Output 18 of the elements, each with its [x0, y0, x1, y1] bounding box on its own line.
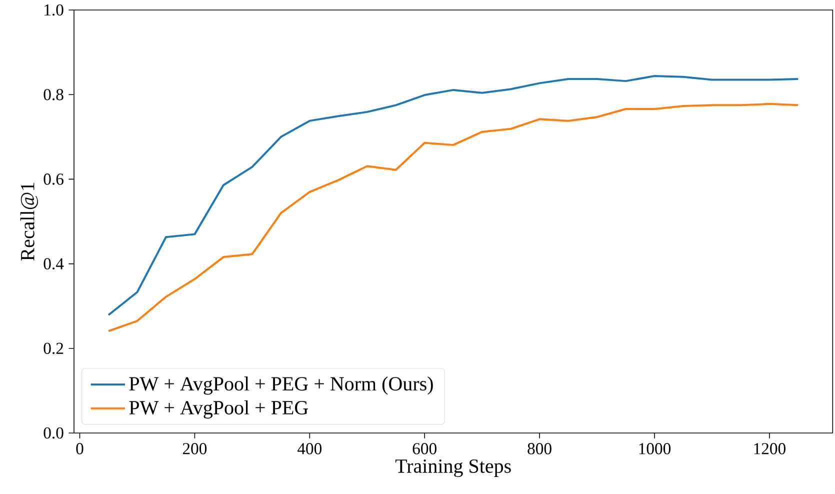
x-tick-label: 0	[76, 443, 84, 454]
y-tick-label: 1.0	[44, 4, 64, 16]
x-tick-label: 400	[297, 443, 322, 454]
x-axis-title: Training Steps	[395, 459, 511, 477]
x-tick-label: 200	[182, 443, 207, 454]
y-tick-label: 0.6	[44, 174, 64, 185]
legend-label: PW + AvgPool + PEG + Norm (Ours)	[129, 376, 433, 395]
legend-label: PW + AvgPool + PEG	[129, 400, 308, 419]
line-series	[107, 102, 800, 332]
y-tick-label: 0.0	[44, 427, 64, 439]
y-axis-title: Recall@1	[20, 182, 38, 261]
y-tick-label: 0.2	[44, 342, 64, 354]
x-tick-label: 800	[528, 443, 552, 454]
x-tick-label: 600	[412, 443, 436, 454]
y-tick-label: 0.4	[44, 258, 64, 270]
x-tick-label: 1200	[754, 443, 786, 454]
x-tick-label: 1000	[639, 443, 671, 454]
y-tick-label: 0.8	[44, 88, 64, 100]
